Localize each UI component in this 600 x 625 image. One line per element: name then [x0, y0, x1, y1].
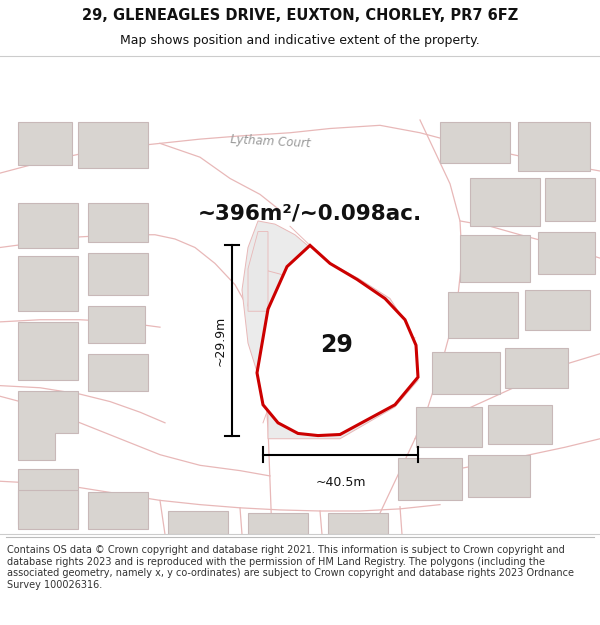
Polygon shape — [18, 122, 72, 164]
Polygon shape — [88, 253, 148, 295]
Polygon shape — [525, 290, 590, 331]
Text: Contains OS data © Crown copyright and database right 2021. This information is : Contains OS data © Crown copyright and d… — [7, 545, 574, 590]
Text: ~29.9m: ~29.9m — [214, 316, 227, 366]
Polygon shape — [505, 349, 568, 388]
Text: ~396m²/~0.098ac.: ~396m²/~0.098ac. — [198, 204, 422, 224]
Polygon shape — [448, 292, 518, 338]
Text: ~40.5m: ~40.5m — [315, 476, 366, 489]
Polygon shape — [488, 405, 552, 444]
Polygon shape — [257, 246, 418, 436]
Polygon shape — [248, 231, 268, 311]
Polygon shape — [18, 469, 78, 524]
Polygon shape — [168, 511, 228, 534]
Polygon shape — [416, 407, 482, 447]
Polygon shape — [470, 179, 540, 226]
Polygon shape — [440, 122, 510, 162]
Text: Lytham Court: Lytham Court — [230, 132, 310, 150]
Polygon shape — [88, 354, 148, 391]
Polygon shape — [460, 235, 530, 281]
Polygon shape — [242, 221, 418, 439]
Polygon shape — [538, 231, 595, 274]
Text: 29: 29 — [320, 332, 353, 357]
Polygon shape — [248, 513, 308, 534]
Polygon shape — [268, 354, 300, 407]
Polygon shape — [18, 490, 78, 529]
Polygon shape — [88, 306, 145, 343]
Polygon shape — [398, 458, 462, 501]
Polygon shape — [78, 122, 148, 168]
Polygon shape — [545, 179, 595, 221]
Polygon shape — [468, 455, 530, 498]
Polygon shape — [18, 203, 78, 248]
Polygon shape — [88, 203, 148, 242]
Polygon shape — [328, 513, 388, 534]
Polygon shape — [432, 352, 500, 394]
Text: Map shows position and indicative extent of the property.: Map shows position and indicative extent… — [120, 34, 480, 47]
Polygon shape — [18, 391, 78, 460]
Text: 29, GLENEAGLES DRIVE, EUXTON, CHORLEY, PR7 6FZ: 29, GLENEAGLES DRIVE, EUXTON, CHORLEY, P… — [82, 8, 518, 23]
Polygon shape — [88, 492, 148, 529]
Polygon shape — [18, 322, 78, 380]
Polygon shape — [18, 256, 78, 311]
Polygon shape — [518, 122, 590, 171]
